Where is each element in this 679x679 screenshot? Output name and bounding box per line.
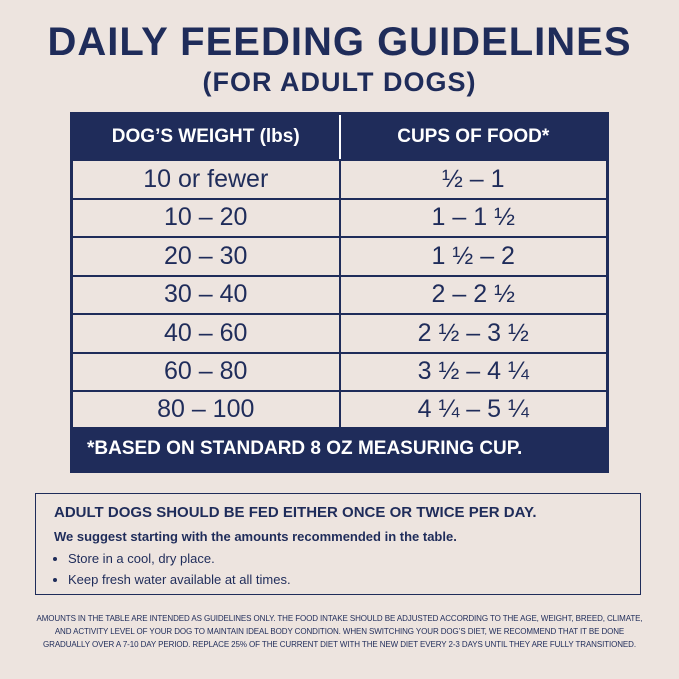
info-heading: ADULT DOGS SHOULD BE FED EITHER ONCE OR … xyxy=(54,504,537,521)
table-cell: ½ – 1 xyxy=(338,161,607,198)
table-cell: 30 – 40 xyxy=(164,280,248,309)
table-cell: 10 or fewer xyxy=(143,164,269,193)
table-row: 10 or fewer ½ – 1 xyxy=(73,159,606,198)
bullet: Store in a cool, dry place. xyxy=(68,548,640,569)
table-footnote: *BASED ON STANDARD 8 OZ MEASURING CUP. xyxy=(73,428,606,470)
table-cell: 40 – 60 xyxy=(164,318,248,347)
table-cell: 80 – 100 xyxy=(157,394,255,423)
table-row: 80 – 100 4 ¼ – 5 ¼ xyxy=(73,390,606,429)
column-header: DOG’S WEIGHT (lbs) xyxy=(111,126,300,147)
table-cell: 2 – 2 ½ xyxy=(338,276,607,313)
bullet-list: Store in a cool, dry place.Keep fresh wa… xyxy=(54,548,640,590)
title: DAILY FEEDING GUIDELINES xyxy=(47,20,632,64)
info-box: ADULT DOGS SHOULD BE FED EITHER ONCE OR … xyxy=(35,493,641,595)
bullet: Keep fresh water available at all times. xyxy=(68,569,640,590)
fine-print: AMOUNTS IN THE TABLE ARE INTENDED AS GUI… xyxy=(36,614,643,649)
table-header: DOG’S WEIGHT (lbs) CUPS OF FOOD* xyxy=(73,115,606,159)
table-cell: 2 ½ – 3 ½ xyxy=(338,315,607,352)
table-cell: 3 ½ – 4 ¼ xyxy=(338,353,607,390)
table-cell: 4 ¼ – 5 ¼ xyxy=(338,392,607,427)
subtitle: (FOR ADULT DOGS) xyxy=(202,67,477,97)
table-row: 40 – 60 2 ½ – 3 ½ xyxy=(73,313,606,352)
table-row: 20 – 30 1 ½ – 2 xyxy=(73,236,606,275)
table-row: 10 – 20 1 – 1 ½ xyxy=(73,197,607,236)
column-header: CUPS OF FOOD* xyxy=(338,115,607,159)
info-text: We suggest starting with the amounts rec… xyxy=(54,529,457,544)
table-cell: 1 ½ – 2 xyxy=(338,238,607,275)
feeding-table: DOG’S WEIGHT (lbs) CUPS OF FOOD* 10 or f… xyxy=(70,112,609,473)
table-row: 60 – 80 3 ½ – 4 ¼ xyxy=(73,351,607,390)
table-cell: 60 – 80 xyxy=(164,357,248,386)
table-cell: 1 – 1 ½ xyxy=(338,199,607,236)
table-cell: 10 – 20 xyxy=(164,203,248,232)
table-cell: 20 – 30 xyxy=(164,241,248,270)
table-row: 30 – 40 2 – 2 ½ xyxy=(73,274,607,313)
